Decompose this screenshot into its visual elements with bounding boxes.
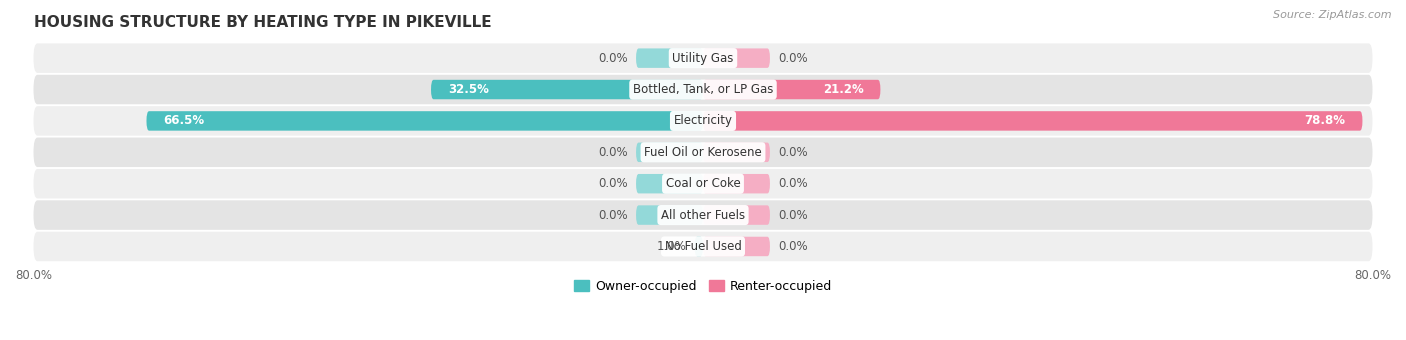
FancyBboxPatch shape — [703, 48, 770, 68]
Text: Coal or Coke: Coal or Coke — [665, 177, 741, 190]
Text: 78.8%: 78.8% — [1305, 115, 1346, 128]
FancyBboxPatch shape — [34, 138, 1372, 167]
Text: 0.0%: 0.0% — [598, 208, 627, 222]
Text: Source: ZipAtlas.com: Source: ZipAtlas.com — [1274, 10, 1392, 20]
Text: 0.0%: 0.0% — [779, 240, 808, 253]
Text: No Fuel Used: No Fuel Used — [665, 240, 741, 253]
Text: All other Fuels: All other Fuels — [661, 208, 745, 222]
Text: 0.0%: 0.0% — [779, 146, 808, 159]
Text: 0.0%: 0.0% — [598, 177, 627, 190]
FancyBboxPatch shape — [636, 205, 703, 225]
FancyBboxPatch shape — [703, 80, 880, 99]
FancyBboxPatch shape — [703, 237, 770, 256]
FancyBboxPatch shape — [34, 169, 1372, 199]
FancyBboxPatch shape — [34, 44, 1372, 73]
FancyBboxPatch shape — [636, 142, 703, 162]
FancyBboxPatch shape — [703, 174, 770, 193]
FancyBboxPatch shape — [34, 232, 1372, 261]
Text: 1.0%: 1.0% — [657, 240, 686, 253]
FancyBboxPatch shape — [34, 200, 1372, 230]
Text: 0.0%: 0.0% — [598, 146, 627, 159]
FancyBboxPatch shape — [695, 237, 703, 256]
FancyBboxPatch shape — [636, 174, 703, 193]
Text: 21.2%: 21.2% — [823, 83, 863, 96]
FancyBboxPatch shape — [636, 48, 703, 68]
FancyBboxPatch shape — [146, 111, 703, 131]
Text: Electricity: Electricity — [673, 115, 733, 128]
FancyBboxPatch shape — [703, 205, 770, 225]
Text: 0.0%: 0.0% — [779, 177, 808, 190]
FancyBboxPatch shape — [34, 75, 1372, 104]
Text: Fuel Oil or Kerosene: Fuel Oil or Kerosene — [644, 146, 762, 159]
FancyBboxPatch shape — [703, 142, 770, 162]
Text: Utility Gas: Utility Gas — [672, 52, 734, 65]
FancyBboxPatch shape — [34, 106, 1372, 136]
FancyBboxPatch shape — [703, 111, 1362, 131]
Text: HOUSING STRUCTURE BY HEATING TYPE IN PIKEVILLE: HOUSING STRUCTURE BY HEATING TYPE IN PIK… — [34, 15, 491, 30]
Text: 0.0%: 0.0% — [779, 52, 808, 65]
Text: 66.5%: 66.5% — [163, 115, 204, 128]
Legend: Owner-occupied, Renter-occupied: Owner-occupied, Renter-occupied — [568, 275, 838, 298]
Text: 32.5%: 32.5% — [447, 83, 489, 96]
FancyBboxPatch shape — [432, 80, 703, 99]
Text: 0.0%: 0.0% — [598, 52, 627, 65]
Text: Bottled, Tank, or LP Gas: Bottled, Tank, or LP Gas — [633, 83, 773, 96]
Text: 0.0%: 0.0% — [779, 208, 808, 222]
